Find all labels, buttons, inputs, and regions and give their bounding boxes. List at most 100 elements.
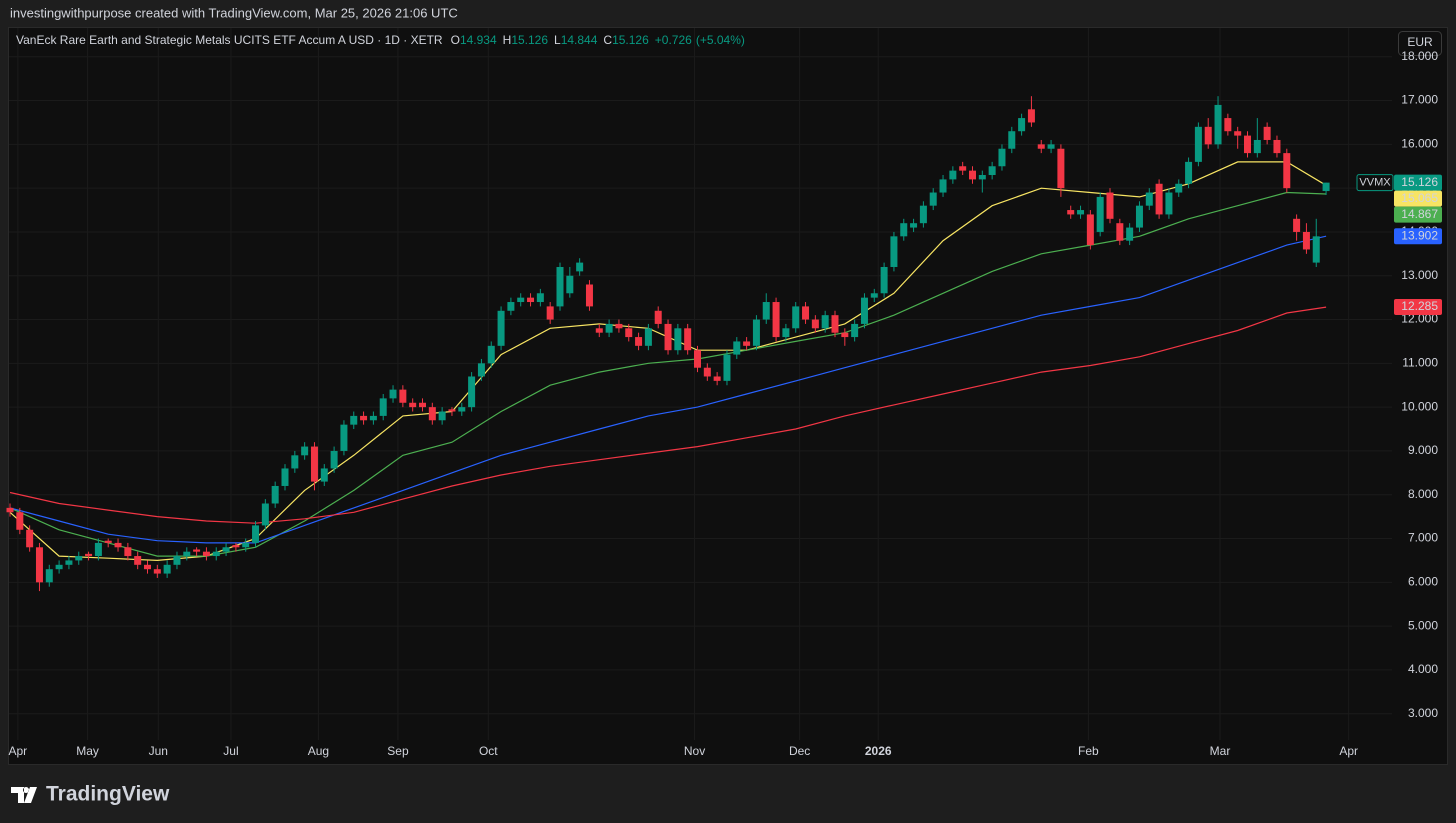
price-tag-label: 15.126 xyxy=(1401,175,1438,189)
candle-body xyxy=(1273,139,1281,154)
candle-body xyxy=(1008,131,1016,149)
candle-body xyxy=(615,323,623,329)
candle-body xyxy=(173,556,181,565)
candle-body xyxy=(1145,192,1153,206)
candle-body xyxy=(674,328,682,351)
candle-body xyxy=(684,328,692,351)
y-tick-label: 16.000 xyxy=(1401,137,1438,151)
ohlc-label: L xyxy=(554,33,561,47)
candle-body xyxy=(330,450,338,469)
candle-body xyxy=(792,306,800,329)
x-tick-label: 2026 xyxy=(865,744,892,758)
y-tick-label: 12.000 xyxy=(1401,312,1438,326)
brand-logo: TradingView xyxy=(11,783,170,806)
candle-body xyxy=(360,415,368,421)
candle-body xyxy=(811,319,819,329)
open-value: 14.934 xyxy=(460,33,497,47)
candle-body xyxy=(870,293,878,298)
candle-body xyxy=(1116,223,1124,241)
x-tick-label: Mar xyxy=(1210,744,1231,758)
candle-body xyxy=(134,556,142,565)
candle-body xyxy=(261,503,269,526)
x-tick-label: Jun xyxy=(149,744,168,758)
y-tick-label: 7.000 xyxy=(1408,531,1438,545)
candle-body xyxy=(320,468,328,482)
y-tick-label: 17.000 xyxy=(1401,93,1438,107)
candle-body xyxy=(369,415,377,421)
y-tick-label: 10.000 xyxy=(1401,399,1438,413)
candle-body xyxy=(1037,144,1045,149)
candle-body xyxy=(389,389,397,399)
price-tag-label: 12.285 xyxy=(1401,299,1438,313)
candle-body xyxy=(536,293,544,303)
candle-body xyxy=(94,542,102,557)
ohlc-label: O xyxy=(451,33,460,47)
candle-body xyxy=(1283,153,1291,189)
y-tick-label: 5.000 xyxy=(1408,618,1438,632)
candle-body xyxy=(419,402,426,408)
currency-button[interactable] xyxy=(1398,31,1442,56)
candle-body xyxy=(919,205,927,224)
candle-body xyxy=(644,328,652,346)
candle-body xyxy=(271,485,279,504)
candle-body xyxy=(1293,218,1301,232)
candle-body xyxy=(340,424,348,451)
symbol-tag xyxy=(1356,174,1394,192)
candle-body xyxy=(1077,210,1085,215)
candle-body xyxy=(654,310,662,324)
candle-body xyxy=(104,540,112,543)
candle-body xyxy=(733,341,741,355)
candle-body xyxy=(438,411,446,421)
candle-body xyxy=(497,310,505,346)
candle-body xyxy=(625,328,633,338)
candle-body xyxy=(1302,231,1310,250)
candle-body xyxy=(527,297,535,303)
candle-body xyxy=(1126,227,1134,241)
candle-body xyxy=(988,166,996,176)
candle-body xyxy=(65,560,73,565)
y-tick-label: 13.000 xyxy=(1401,268,1438,282)
candle-body xyxy=(448,409,456,412)
price-tag-label: 13.902 xyxy=(1401,228,1438,242)
candle-body xyxy=(802,306,810,320)
candle-body xyxy=(694,350,701,368)
currency[interactable]: EUR xyxy=(1407,35,1433,49)
candle-body xyxy=(55,564,63,570)
candle-body xyxy=(566,275,574,294)
candle-body xyxy=(409,402,417,408)
candle-body xyxy=(85,553,93,557)
candle-body xyxy=(1018,118,1026,132)
y-tick-label: 8.000 xyxy=(1408,487,1438,501)
x-tick-label: Aug xyxy=(308,744,329,758)
candle-body xyxy=(1234,131,1242,136)
candle-body xyxy=(635,337,643,346)
candle-body xyxy=(821,315,829,329)
candle-body xyxy=(222,547,230,552)
candle-body xyxy=(546,306,554,320)
candle-body xyxy=(507,302,515,311)
candle-body xyxy=(1106,192,1114,219)
candle-body xyxy=(949,170,957,180)
x-tick-label: May xyxy=(76,744,99,758)
candle-body xyxy=(242,542,250,548)
change: +0.726 xyxy=(655,33,692,47)
candle-body xyxy=(900,223,908,237)
candle-body xyxy=(428,407,436,421)
candle-body xyxy=(183,551,191,557)
candle-body xyxy=(458,407,466,412)
candle-body xyxy=(291,455,299,469)
candle-body xyxy=(1185,161,1193,184)
x-tick-label: Oct xyxy=(479,744,498,758)
candle-body xyxy=(772,302,780,338)
candle-body xyxy=(1253,139,1261,154)
y-tick-label: 18.000 xyxy=(1401,49,1438,63)
candle-body xyxy=(1086,214,1094,246)
candle-body xyxy=(477,363,485,377)
y-tick-label: 6.000 xyxy=(1408,575,1438,589)
x-tick-label: Apr xyxy=(9,744,28,758)
candle-body xyxy=(959,166,967,171)
candle-body xyxy=(144,564,151,570)
moving-average xyxy=(9,235,1327,544)
candle-body xyxy=(762,302,770,320)
